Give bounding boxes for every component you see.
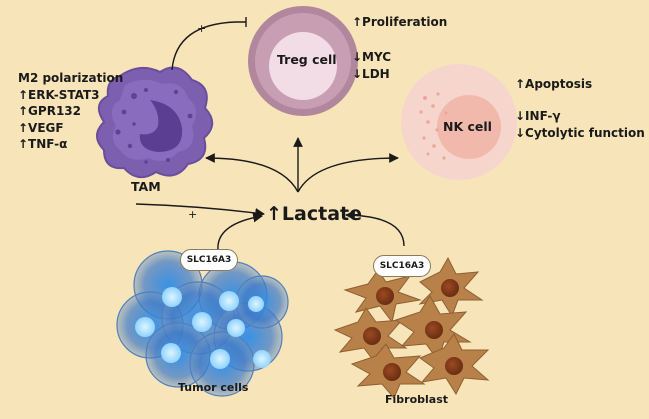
nk-effects: ↓INF-γ ↓Cytolytic function [515,108,645,141]
arrow-fibroblast-to-lactate [345,210,405,247]
tam-label: TAM [131,179,161,194]
treg-effects-metabolism: ↓MYC ↓LDH [352,49,391,82]
treg-effect-proliferation: ↑Proliferation [352,15,448,29]
tam-effect-gpr132: ↑GPR132 [18,104,81,118]
arrow-tam-to-lactate [135,203,265,218]
tumor-slc16a3-label: SLC16A3 [180,249,238,271]
nk-label: NK cell [443,119,492,134]
sign-tam-treg: + [197,22,207,35]
tam-cell [96,66,214,179]
nk-cell [401,64,517,180]
lactate-label: ↑Lactate [266,203,362,225]
nk-effect-cytolytic: ↓Cytolytic function [515,125,645,140]
treg-label: Treg cell [277,52,337,67]
arrow-lactate-to-nk [297,153,399,193]
arrows [135,17,405,251]
tam-vesicles [115,88,193,164]
treg-effect-ldh: ↓LDH [352,66,390,81]
nk-granules [419,92,448,160]
tam-effect-tnf: ↑TNF-α [18,137,68,151]
tumor-label: Tumor cells [178,381,249,394]
nk-effect-apoptosis: ↑Apoptosis [515,77,593,91]
fibroblasts [333,256,490,399]
fibroblast-slc16a3-label: SLC16A3 [373,255,431,277]
tam-effect-erk: ↑ERK-STAT3 [18,87,100,102]
nk-effect-ifn: ↓INF-γ [515,109,561,123]
tumor-cells [116,250,289,397]
inhibit-tam-to-treg [171,21,246,71]
treg-effect-myc: ↓MYC [352,50,392,64]
fibroblast-label: Fibroblast [385,393,449,406]
arrow-lactate-to-tam [205,153,299,193]
tam-effects: M2 polarization ↑ERK-STAT3 ↑GPR132 ↑VEGF… [18,70,123,153]
arrow-tumor-to-lactate [217,212,263,251]
treg-effects: ↑Proliferation [352,14,447,31]
nk-effect-apoptosis-group: ↑Apoptosis [515,76,592,93]
tam-nucleus [139,100,183,152]
tam-effect-vegf: ↑VEGF [18,120,64,135]
sign-tam-lactate: + [188,208,198,221]
treg-cell [248,6,358,116]
tam-effect-m2: M2 polarization [18,71,124,85]
